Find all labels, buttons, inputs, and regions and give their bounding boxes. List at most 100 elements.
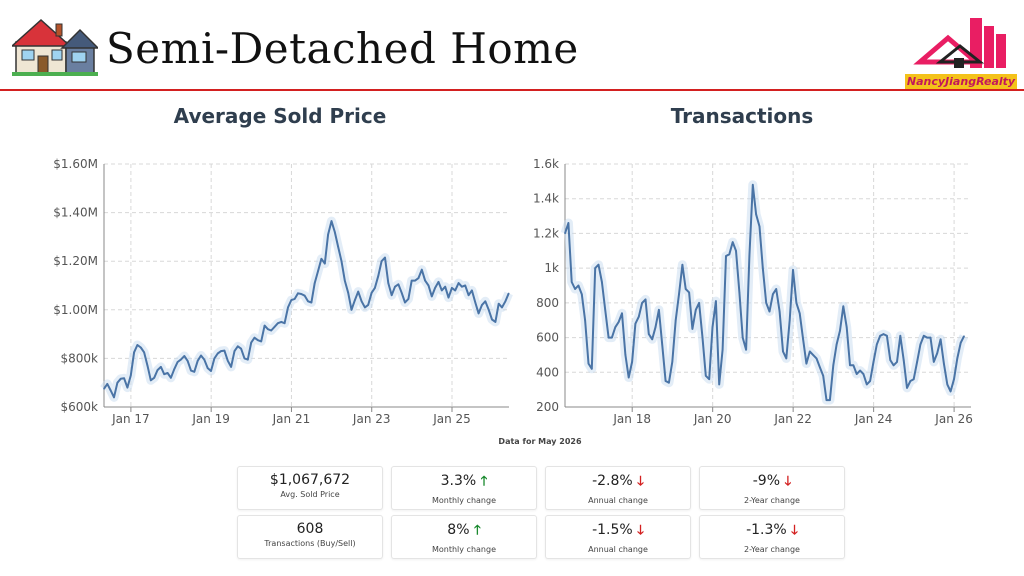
arrow-up-icon: 🡑 xyxy=(480,474,488,489)
price-data-point xyxy=(230,366,232,368)
price-data-point xyxy=(454,289,457,292)
price-data-point xyxy=(206,367,209,369)
price-data-point xyxy=(360,300,363,303)
stat-card-price-2year: -9% 🡓 2-Year change xyxy=(699,466,845,510)
tx-data-point xyxy=(862,373,865,375)
price-data-point xyxy=(243,357,246,360)
price-data-point xyxy=(113,396,115,399)
price-data-point xyxy=(180,358,182,361)
tx-data-point xyxy=(668,381,670,384)
stat-card-transactions: 608 Transactions (Buy/Sell) xyxy=(237,515,383,559)
price-data-point xyxy=(273,326,276,328)
tx-data-point xyxy=(721,348,724,351)
tx-data-point xyxy=(923,335,925,337)
price-data-point xyxy=(277,322,279,324)
tx-data-point xyxy=(577,284,580,287)
price-data-point xyxy=(119,378,122,380)
price-ytick-label: $1.20M xyxy=(53,254,98,268)
tx-data-point xyxy=(684,288,687,290)
tx-ytick-label: 1.2k xyxy=(533,226,559,240)
tx-data-point xyxy=(604,309,606,311)
price-xtick-label: Jan 17 xyxy=(111,412,150,426)
tx-data-point xyxy=(768,310,771,313)
price-data-point xyxy=(283,322,286,324)
price-data-point xyxy=(451,287,453,289)
data-date-note: Data for May 2026 xyxy=(498,437,582,446)
tx-data-point xyxy=(849,364,851,367)
tx-data-point xyxy=(564,232,566,235)
price-data-point xyxy=(467,294,470,296)
tx-data-point xyxy=(775,288,777,290)
tx-data-point xyxy=(882,333,885,335)
header-divider xyxy=(0,89,1024,91)
tx-data-point xyxy=(916,361,918,363)
price-data-point xyxy=(237,345,239,348)
price-data-point xyxy=(280,321,283,323)
tx-data-point xyxy=(584,319,586,321)
price-data-point xyxy=(424,279,426,282)
price-data-point xyxy=(417,277,420,279)
price-data-point xyxy=(474,301,477,304)
price-data-point xyxy=(397,283,400,286)
price-data-point xyxy=(324,262,326,265)
tx-data-point xyxy=(949,390,952,393)
tx-xtick-label: Jan 22 xyxy=(773,412,812,426)
tx-ytick-label: 1k xyxy=(544,261,559,275)
price-data-point xyxy=(487,309,490,311)
stat-value: 8% xyxy=(447,522,470,538)
tx-data-point xyxy=(658,309,660,311)
tx-data-point xyxy=(752,184,754,186)
tx-data-point xyxy=(943,362,945,365)
price-data-point xyxy=(297,292,299,295)
tx-data-point xyxy=(624,354,627,356)
price-data-point xyxy=(130,374,132,377)
price-data-point xyxy=(293,298,296,300)
price-data-point xyxy=(337,245,339,248)
tx-data-point xyxy=(715,300,717,302)
tx-data-point xyxy=(601,281,603,283)
tx-data-point xyxy=(782,350,784,353)
tx-data-point xyxy=(648,333,650,335)
tx-data-point xyxy=(695,309,697,311)
tx-data-point xyxy=(959,342,962,344)
price-data-point xyxy=(431,295,433,298)
tx-data-point xyxy=(567,222,570,224)
tx-data-point xyxy=(661,343,663,346)
price-data-point xyxy=(300,293,303,295)
stat-value: -9% xyxy=(752,473,781,489)
price-data-point xyxy=(461,285,463,288)
tx-data-point xyxy=(581,293,583,295)
stat-value: -2.8% xyxy=(592,473,633,489)
tx-data-point xyxy=(644,298,647,301)
header: Semi-Detached Home NancyJiangRealty xyxy=(0,0,1024,92)
price-data-point xyxy=(364,306,366,309)
tx-data-point xyxy=(819,366,821,368)
price-data-point xyxy=(253,336,256,339)
price-data-point xyxy=(504,300,507,303)
price-data-point xyxy=(223,349,226,352)
price-data-point xyxy=(213,357,216,360)
tx-data-point xyxy=(785,357,788,360)
price-data-point xyxy=(146,364,149,367)
price-data-point xyxy=(471,289,473,292)
price-ytick-label: $1.40M xyxy=(53,206,98,220)
arrow-down-icon: 🡓 xyxy=(637,474,644,489)
price-data-point xyxy=(140,346,142,349)
tx-data-point xyxy=(641,302,643,304)
tx-data-point xyxy=(627,376,630,379)
price-data-point xyxy=(447,296,450,299)
price-data-point xyxy=(320,258,323,260)
tx-data-point xyxy=(701,336,704,339)
tx-data-point xyxy=(728,253,731,256)
price-data-point xyxy=(193,371,196,373)
brand-name: NancyJiangRealty xyxy=(905,74,1017,90)
price-data-point xyxy=(477,312,480,315)
price-ytick-label: $600k xyxy=(61,400,99,414)
tx-data-point xyxy=(664,380,667,382)
tx-ytick-label: 1.6k xyxy=(533,157,559,171)
price-data-point xyxy=(494,321,497,323)
tx-data-point xyxy=(805,362,808,365)
tx-data-point xyxy=(822,375,824,377)
tx-data-point xyxy=(621,312,623,315)
price-data-point xyxy=(200,354,202,357)
